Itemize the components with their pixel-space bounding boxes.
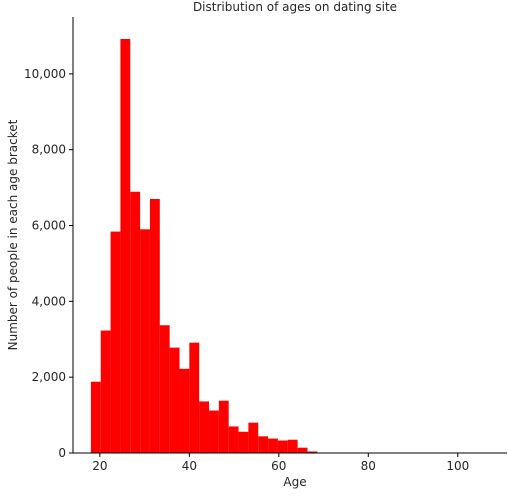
histogram-bar-0 [90,381,101,453]
x-tick-label: 80 [361,459,376,473]
chart-title: Distribution of ages on dating site [193,0,397,14]
y-tick-label: 0 [58,446,66,460]
histogram-bar-20 [287,439,298,453]
x-tick-label: 60 [271,459,286,473]
histogram-bar-18 [268,438,278,453]
histogram-bar-8 [169,347,180,453]
y-axis-title: Number of people in each age bracket [6,119,20,350]
y-tick-label: 8,000 [32,143,66,157]
histogram-bar-19 [277,440,288,453]
histogram-bar-14 [228,426,239,453]
histogram-bar-5 [140,229,150,453]
x-ticks: 20 40 60 80 100 [92,453,469,473]
y-tick-label: 10,000 [24,67,66,81]
histogram-bar-21 [297,447,308,453]
bars [90,38,377,454]
histogram-bar-3 [120,38,131,454]
histogram-bar-16 [248,422,259,453]
x-tick-label: 100 [446,459,469,473]
histogram-bar-15 [238,431,249,453]
x-tick-label: 20 [92,459,107,473]
y-tick-label: 4,000 [32,294,66,308]
histogram-bar-6 [149,198,160,453]
histogram-bar-1 [100,330,111,453]
y-ticks: 0 2,000 4,000 6,000 8,000 10,000 [24,67,73,460]
y-tick-label: 6,000 [32,219,66,233]
histogram-bar-4 [130,191,141,454]
x-tick-label: 40 [182,459,197,473]
histogram-bar-22 [307,451,318,453]
histogram-bar-11 [199,401,210,453]
histogram-bar-17 [258,436,269,453]
x-axis-title: Age [283,475,306,489]
y-tick-label: 2,000 [32,370,66,384]
histogram-bar-9 [179,368,190,453]
histogram-bar-13 [218,400,229,453]
histogram-bar-7 [159,325,170,453]
histogram-bar-12 [209,410,219,453]
histogram-bar-2 [110,231,121,453]
histogram-bar-10 [189,342,200,453]
